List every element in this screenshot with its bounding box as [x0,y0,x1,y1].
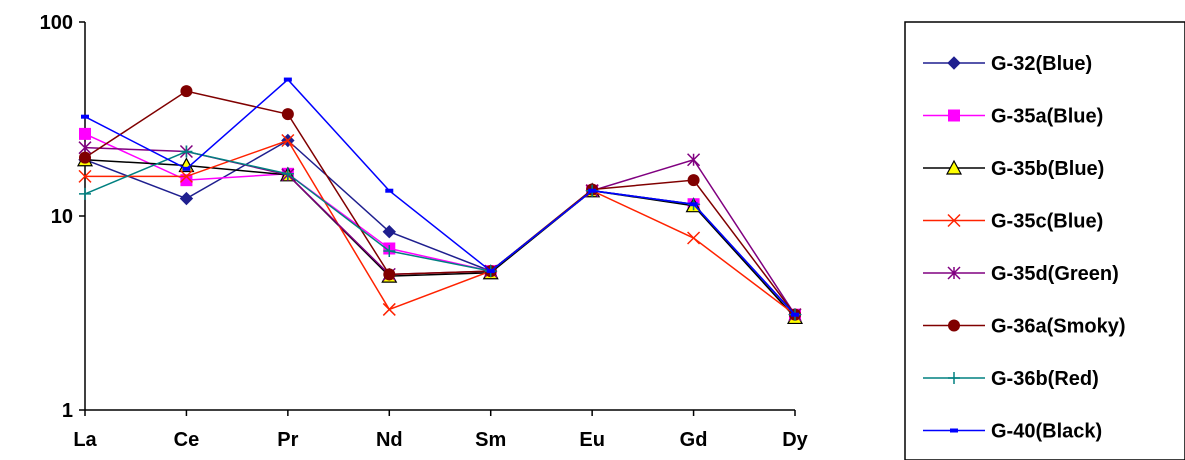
legend-marker [950,428,958,433]
legend-item: G-35c(Blue) [923,211,1103,233]
data-point [687,174,700,187]
legend-label: G-35c(Blue) [991,211,1103,233]
data-point [180,145,193,158]
x-tick-label: La [73,429,97,451]
series-line [84,158,796,318]
data-point [383,268,396,281]
legend-label: G-40(Black) [991,421,1102,443]
x-axis-ticks: La Ce Pr Nd Sm Eu Gd Dy [73,410,809,451]
data-point [79,187,91,200]
legend-box [904,21,1185,460]
legend-marker [948,319,960,332]
y-tick-label: 1 [62,400,73,422]
chart-series [76,77,804,325]
x-tick-label: Eu [579,429,605,451]
legend-label: G-35b(Blue) [991,158,1104,180]
data-point [179,191,194,206]
legend-item: G-40(Black) [923,421,1102,443]
series-line [84,90,796,316]
legend-item: G-35b(Blue) [923,158,1104,180]
x-tick-label: Dy [782,429,808,451]
legend-label: G-35d(Green) [991,263,1119,285]
data-point [382,302,396,316]
data-point [79,151,91,164]
data-point [281,133,295,148]
legend-item: G-36b(Red) [923,368,1099,390]
series-line [85,139,796,316]
series-8 [81,77,799,317]
data-point [182,166,191,171]
data-point [385,188,394,193]
x-tick-label: Ce [174,429,200,451]
data-point [791,312,799,317]
y-axis-ticks: 1 10 100 [40,12,85,422]
data-point [180,174,193,187]
legend-marker [948,372,960,384]
data-point [281,108,294,121]
data-point [689,202,698,207]
legend-label: G-36b(Red) [991,368,1099,390]
data-point [81,114,89,119]
x-tick-label: Nd [376,429,403,451]
data-point [687,153,701,167]
legend-label: G-35a(Blue) [991,106,1103,128]
data-point [382,224,396,239]
data-point [79,127,91,140]
x-tick-label: Sm [475,429,506,451]
data-point [383,245,396,258]
legend-marker [945,159,963,175]
series-6 [79,85,801,321]
x-tick-label: Pr [277,429,298,451]
data-point [283,77,292,82]
data-point [486,269,495,274]
legend-item: G-32(Blue) [923,53,1092,75]
x-tick-label: Gd [680,429,708,451]
legend-label: G-32(Blue) [991,53,1092,75]
chart-axes [84,22,795,411]
legend-item: G-36a(Smoky) [923,316,1126,338]
series-line [84,78,796,316]
legend-marker [948,109,960,122]
y-tick-label: 100 [40,12,73,34]
y-tick-label: 10 [51,206,73,228]
series-2 [79,127,801,321]
legend: G-32(Blue) G-35a(Blue) G-35b(Blue) G-35c(Bl… [904,21,1185,460]
data-point [179,169,193,183]
legend-marker [947,266,961,280]
data-point [78,169,92,183]
data-point [281,167,294,180]
legend-marker [947,56,961,70]
legend-item: G-35d(Green) [923,263,1119,285]
legend-marker [947,213,961,228]
data-point [588,188,597,193]
legend-label: G-36a(Smoky) [991,316,1126,338]
legend-item: G-35a(Blue) [923,106,1103,128]
data-point [180,85,193,98]
data-point [687,231,701,245]
